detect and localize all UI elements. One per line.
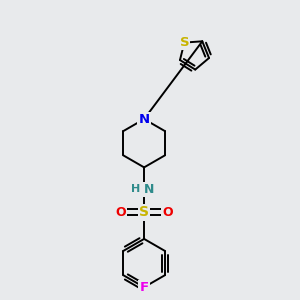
Text: O: O xyxy=(115,206,126,219)
Text: N: N xyxy=(139,112,150,126)
Text: O: O xyxy=(162,206,173,219)
Text: N: N xyxy=(144,183,154,196)
Text: S: S xyxy=(179,36,189,49)
Text: H: H xyxy=(131,184,140,194)
Text: F: F xyxy=(140,281,149,294)
Text: S: S xyxy=(139,206,149,219)
